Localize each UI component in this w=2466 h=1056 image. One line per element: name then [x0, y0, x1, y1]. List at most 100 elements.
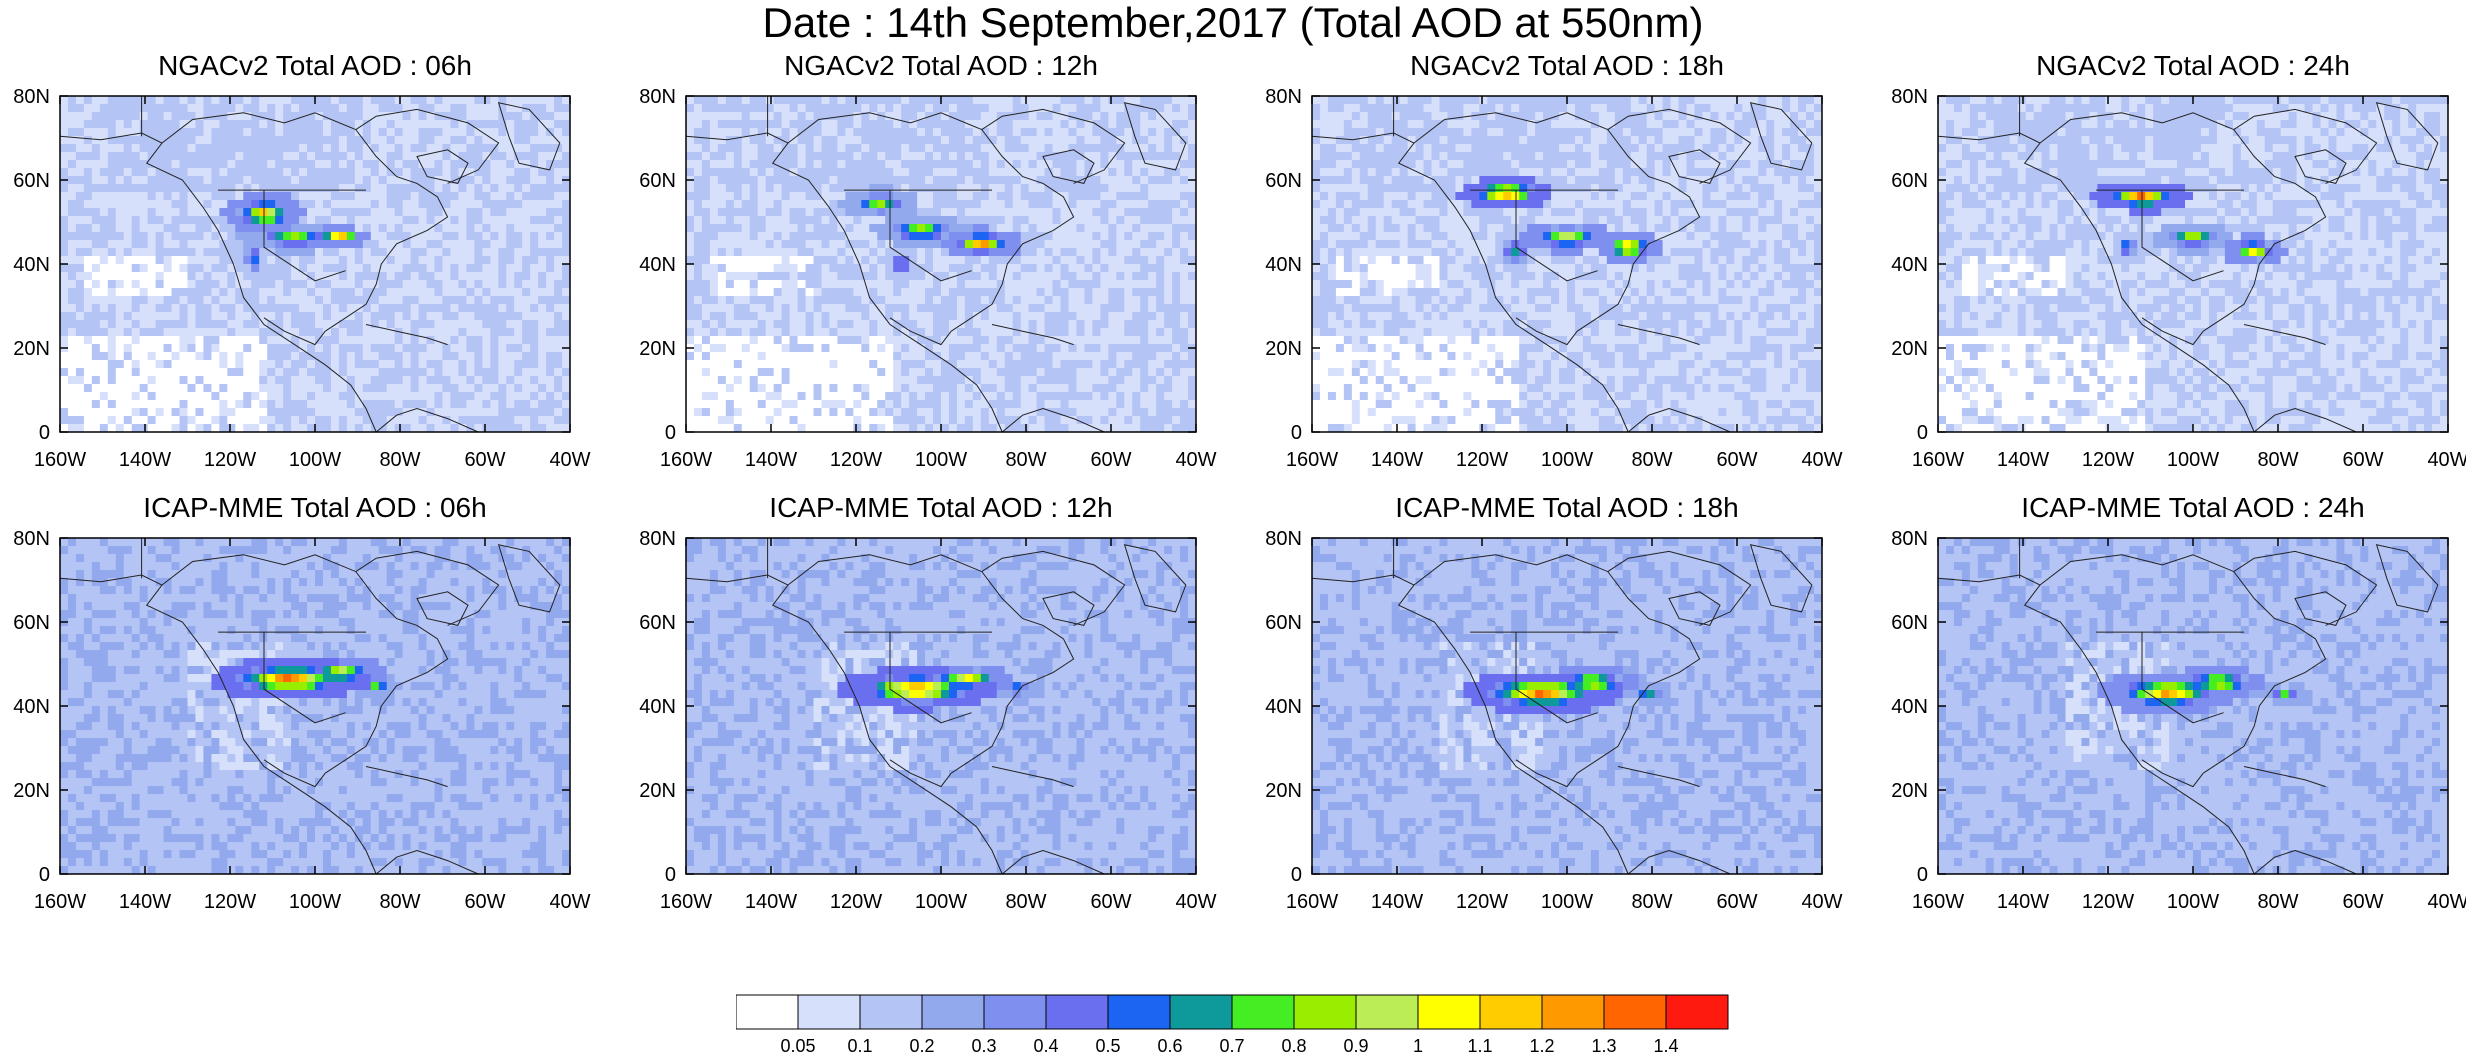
coastline — [161, 554, 449, 774]
lon-tick-label: 120W — [830, 449, 882, 468]
lon-tick-label: 60W — [464, 449, 505, 468]
coastline — [1413, 554, 1701, 774]
colorbar-swatch — [859, 994, 923, 1030]
lat-tick-label: 80N — [639, 86, 676, 108]
coastline — [497, 544, 561, 613]
colorbar-swatch — [1603, 994, 1667, 1030]
lon-tick-label: 120W — [2082, 449, 2134, 468]
coastline — [2294, 591, 2347, 626]
lon-tick-label: 100W — [915, 891, 967, 910]
colorbar-swatch — [736, 994, 799, 1030]
coastline — [1413, 112, 1701, 332]
lat-tick-label: 0 — [1917, 422, 1928, 444]
lon-tick-label: 60W — [2342, 891, 2383, 910]
coastline — [1515, 317, 1578, 346]
lon-tick-label: 140W — [1997, 449, 2049, 468]
lat-tick-label: 40N — [13, 254, 50, 276]
lon-tick-label: 100W — [2167, 891, 2219, 910]
lon-tick-label: 40W — [1801, 891, 1842, 910]
lon-tick-label: 120W — [1456, 449, 1508, 468]
lon-tick-label: 40W — [549, 449, 590, 468]
colorbar-label: 0.3 — [971, 1036, 996, 1056]
map-panel: NGACv2 Total AOD : 24h 80N 60N 40N 20N 0 160W 1… — [1878, 48, 2466, 468]
colorbar-label: 1.2 — [1529, 1036, 1554, 1056]
lat-tick-label: 20N — [639, 338, 676, 360]
coastline — [2375, 544, 2439, 613]
lon-tick-label: 60W — [2342, 449, 2383, 468]
coastline — [991, 324, 1074, 346]
lat-tick-label: 40N — [1891, 696, 1928, 718]
colorbar-label: 0.4 — [1033, 1036, 1058, 1056]
lat-tick-label: 80N — [639, 528, 676, 550]
coastline — [844, 631, 992, 724]
panel-title: NGACv2 Total AOD : 06h — [60, 48, 570, 84]
lon-tick-label: 100W — [1541, 891, 1593, 910]
coastline — [2243, 324, 2326, 346]
coastline — [1123, 102, 1187, 171]
lat-tick-label: 60N — [1891, 170, 1928, 192]
lat-tick-label: 40N — [13, 696, 50, 718]
colorbar-label: 0.6 — [1157, 1036, 1182, 1056]
colorbar-label: 0.1 — [847, 1036, 872, 1056]
lon-tick-label: 60W — [1716, 449, 1757, 468]
coastline — [355, 108, 500, 184]
coastline — [1627, 407, 1731, 433]
aod-map: 80N 60N 40N 20N 0 160W 140W 120W 100W 80W 60W 40W — [13, 86, 590, 468]
coastline — [2253, 407, 2357, 433]
lon-tick-label: 80W — [2257, 449, 2298, 468]
lon-tick-label: 80W — [1005, 449, 1046, 468]
coastline — [1001, 407, 1105, 433]
lon-tick-label: 140W — [745, 891, 797, 910]
lon-tick-label: 100W — [2167, 449, 2219, 468]
coastline — [161, 112, 449, 332]
aod-map: 80N 60N 40N 20N 0 160W 140W 120W 100W 80W 60W 40W — [639, 528, 1216, 910]
coastline — [1749, 102, 1813, 171]
coastline — [1042, 149, 1095, 184]
lon-tick-label: 120W — [830, 891, 882, 910]
coastline — [2233, 550, 2378, 626]
coastline — [685, 132, 1003, 433]
map-panel: ICAP-MME Total AOD : 06h 80N 60N 40N 20N 0 160… — [0, 490, 620, 910]
lon-tick-label: 40W — [1175, 449, 1216, 468]
colorbar-swatch — [1417, 994, 1481, 1030]
lat-tick-label: 80N — [1891, 86, 1928, 108]
lat-tick-label: 40N — [639, 696, 676, 718]
lon-tick-label: 80W — [379, 891, 420, 910]
aod-map: 80N 60N 40N 20N 0 160W 140W 120W 100W 80W 60W 40W — [1265, 528, 1842, 910]
lat-tick-label: 60N — [13, 170, 50, 192]
coastline — [365, 766, 448, 788]
lon-tick-label: 160W — [660, 891, 712, 910]
coastline — [2039, 112, 2327, 332]
lat-tick-label: 80N — [1265, 86, 1302, 108]
coastline — [1123, 544, 1187, 613]
coastline — [1311, 132, 1629, 433]
coastline — [1607, 108, 1752, 184]
lon-tick-label: 80W — [1631, 891, 1672, 910]
lon-tick-label: 160W — [1286, 891, 1338, 910]
coastline — [2096, 189, 2244, 282]
colorbar-label: 0.2 — [909, 1036, 934, 1056]
lon-tick-label: 100W — [915, 449, 967, 468]
lat-tick-label: 60N — [1891, 612, 1928, 634]
colorbar-label: 0.7 — [1219, 1036, 1244, 1056]
coastline — [1668, 591, 1721, 626]
lon-tick-label: 120W — [1456, 891, 1508, 910]
lon-tick-label: 160W — [34, 891, 86, 910]
lon-tick-label: 160W — [1912, 449, 1964, 468]
lat-tick-label: 0 — [39, 422, 50, 444]
lat-tick-label: 20N — [639, 780, 676, 802]
lon-tick-label: 100W — [289, 449, 341, 468]
map-panel: ICAP-MME Total AOD : 24h 80N 60N 40N 20N 0 160… — [1878, 490, 2466, 910]
coastline — [375, 849, 479, 875]
colorbar-swatch — [1169, 994, 1233, 1030]
coastline — [981, 550, 1126, 626]
lon-tick-label: 160W — [660, 449, 712, 468]
panel-title: ICAP-MME Total AOD : 12h — [686, 490, 1196, 526]
lon-tick-label: 40W — [1801, 449, 1842, 468]
coastline — [1311, 574, 1629, 875]
coastline — [1607, 550, 1752, 626]
lat-tick-label: 0 — [665, 422, 676, 444]
colorbar-swatch — [1107, 994, 1171, 1030]
coastline — [1617, 324, 1700, 346]
lon-tick-label: 140W — [1997, 891, 2049, 910]
